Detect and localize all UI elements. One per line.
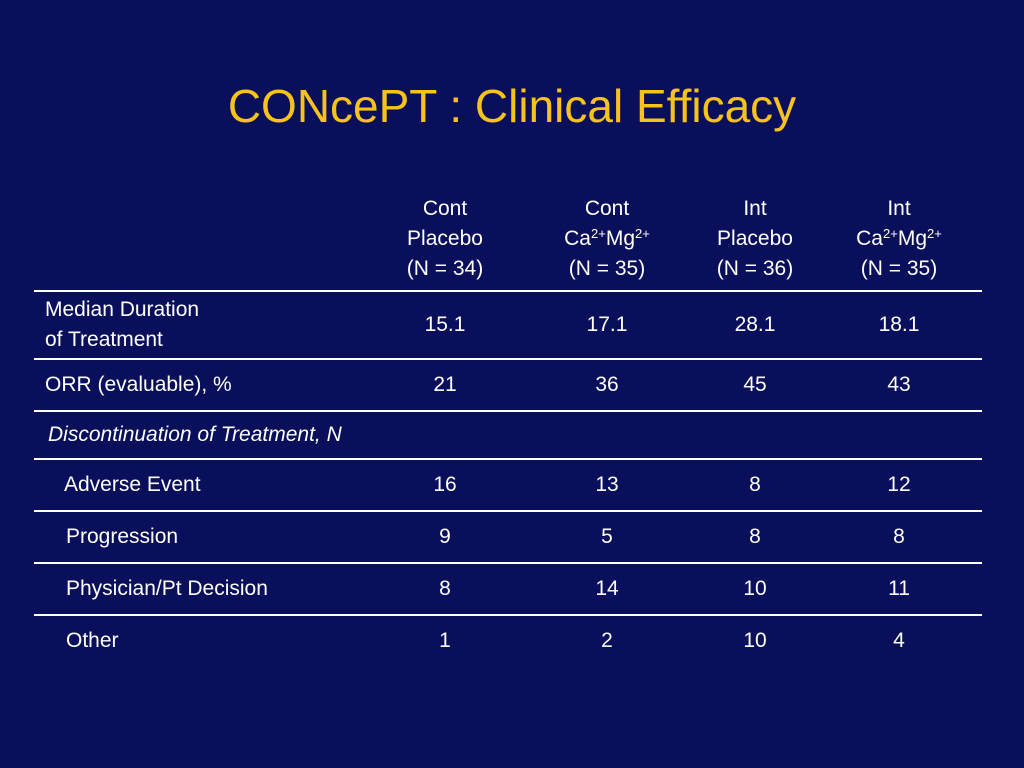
table-cell: 16 [370, 459, 520, 512]
table-header-row: Cont Placebo (N = 34) Cont Ca2+Mg2+ (N =… [34, 194, 982, 292]
table-row-adverse-event: Adverse Event 16 13 8 12 [34, 459, 982, 512]
table-cell: 43 [816, 359, 982, 412]
header-int-placebo: Int Placebo (N = 36) [694, 194, 816, 292]
table-cell: 10 [743, 629, 767, 652]
table-cell: 18.1 [816, 291, 982, 360]
table-cell: 21 [370, 359, 520, 412]
table-cell: 8 [694, 459, 816, 512]
efficacy-table-container: Cont Placebo (N = 34) Cont Ca2+Mg2+ (N =… [34, 194, 982, 666]
section-label: Discontinuation of Treatment, N [34, 411, 982, 460]
table-row-other: Other 1 2 10 4 [34, 615, 982, 666]
table-cell: 1 [439, 629, 451, 652]
row-label: Physician/Pt Decision [34, 563, 370, 616]
header-int-camg: Int Ca2+Mg2+ (N = 35) [816, 194, 982, 292]
table-cell: 4 [893, 629, 905, 652]
table-cell: 36 [520, 359, 694, 412]
table-row-physician-decision: Physician/Pt Decision 8 14 10 11 [34, 563, 982, 616]
row-label: Progression [34, 511, 370, 564]
table-cell: 28.1 [694, 291, 816, 360]
table-cell: 12 [816, 459, 982, 512]
row-label: Other [66, 629, 119, 652]
table-row-progression: Progression 9 5 8 8 [34, 511, 982, 564]
row-label: Adverse Event [34, 459, 370, 512]
efficacy-table: Cont Placebo (N = 34) Cont Ca2+Mg2+ (N =… [34, 194, 982, 666]
table-cell: 11 [816, 563, 982, 616]
table-cell: 8 [816, 511, 982, 564]
slide-title: CONcePT : Clinical Efficacy [227, 80, 797, 132]
table-cell: 45 [694, 359, 816, 412]
table-cell: 8 [370, 563, 520, 616]
table-cell: 14 [520, 563, 694, 616]
table-cell: 8 [694, 511, 816, 564]
row-label: ORR (evaluable), % [34, 359, 370, 412]
table-row-median-duration: Median Duration of Treatment 15.1 17.1 2… [34, 291, 982, 360]
table-cell: 5 [520, 511, 694, 564]
table-cell: 13 [520, 459, 694, 512]
table-row-orr: ORR (evaluable), % 21 36 45 43 [34, 359, 982, 412]
header-cont-camg: Cont Ca2+Mg2+ (N = 35) [520, 194, 694, 292]
row-label: Median Duration of Treatment [34, 291, 370, 360]
table-cell: 2 [601, 629, 613, 652]
table-row-discontinuation-header: Discontinuation of Treatment, N [34, 411, 982, 460]
table-cell: 17.1 [520, 291, 694, 360]
header-empty-cell [34, 194, 370, 292]
table-cell: 15.1 [370, 291, 520, 360]
table-cell: 10 [694, 563, 816, 616]
header-cont-placebo: Cont Placebo (N = 34) [370, 194, 520, 292]
table-cell: 9 [370, 511, 520, 564]
